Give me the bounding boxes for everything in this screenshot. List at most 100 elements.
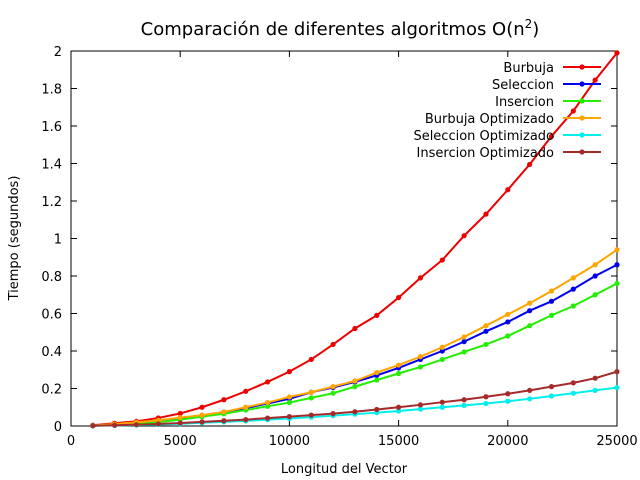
chart-title: Comparación de diferentes algoritmos O(n…	[141, 17, 540, 40]
data-point	[461, 233, 467, 239]
data-point	[221, 409, 227, 415]
y-tick-label: 1.2	[41, 195, 62, 210]
y-tick-label: 1	[54, 233, 62, 248]
data-point	[548, 133, 555, 139]
data-point	[243, 404, 249, 410]
data-point	[352, 378, 358, 384]
legend-item: Burbuja	[503, 61, 601, 76]
data-point	[374, 406, 380, 413]
data-point	[505, 398, 511, 404]
series-line	[92, 248, 618, 427]
data-point	[155, 417, 161, 423]
data-point	[396, 404, 402, 410]
series-line	[92, 282, 618, 427]
x-axis: 0 5000 10000 15000 20000 25000	[67, 51, 638, 449]
data-point	[352, 325, 358, 332]
data-point	[177, 420, 183, 426]
data-point	[199, 419, 205, 425]
y-tick-label: 2	[54, 45, 62, 60]
data-point	[308, 356, 314, 363]
data-point	[439, 348, 445, 354]
data-point	[264, 415, 271, 421]
legend-item: Insercion Optimizado	[417, 146, 601, 161]
data-point	[483, 211, 489, 217]
data-point	[592, 375, 598, 381]
data-point	[286, 369, 292, 375]
series-burbuja	[90, 50, 620, 428]
data-point	[417, 354, 424, 360]
data-point	[483, 328, 489, 334]
y-axis: 0 0.2 0.4 0.6 0.8 1 1.2 1.4 1.6 1.8 2	[41, 45, 617, 435]
legend-label: Seleccion	[492, 78, 554, 93]
data-point	[548, 384, 555, 390]
data-point	[592, 273, 598, 279]
legend-label: Insercion	[495, 95, 554, 110]
data-point	[592, 292, 598, 298]
x-tick-label: 5000	[164, 434, 197, 449]
series-line	[92, 263, 618, 427]
data-point	[527, 300, 533, 306]
data-point	[527, 387, 533, 393]
data-point	[439, 404, 445, 410]
y-tick-label: 1.4	[41, 158, 62, 173]
data-point	[439, 356, 445, 363]
data-point	[308, 395, 314, 401]
data-point	[264, 379, 271, 385]
data-point	[527, 396, 533, 402]
data-point	[286, 394, 292, 400]
data-point	[308, 412, 314, 418]
data-point	[614, 384, 620, 391]
legend-item: Seleccion	[492, 78, 601, 93]
data-point	[352, 384, 358, 390]
data-point	[396, 294, 402, 301]
data-point	[614, 280, 620, 287]
data-point	[155, 421, 161, 427]
legend-label: Seleccion Optimizado	[413, 129, 554, 144]
y-tick-label: 0.8	[41, 270, 62, 285]
data-point	[614, 247, 620, 253]
data-point	[330, 341, 336, 348]
data-point	[614, 262, 620, 268]
data-point	[330, 384, 336, 390]
data-point	[243, 388, 249, 394]
data-point	[548, 298, 555, 304]
chart-title-superscript: 2	[525, 17, 533, 31]
y-tick-label: 0	[54, 420, 62, 435]
data-point	[527, 308, 533, 314]
data-point	[461, 397, 467, 403]
data-point	[461, 334, 467, 340]
data-point	[592, 77, 598, 83]
data-point	[570, 303, 576, 309]
x-tick-label: 25000	[596, 434, 637, 449]
data-point	[417, 364, 424, 370]
data-point	[570, 390, 576, 396]
series-layer	[90, 50, 620, 429]
data-point	[570, 380, 576, 386]
data-point	[90, 423, 96, 429]
data-point	[264, 399, 271, 406]
legend-swatch-point	[579, 149, 585, 155]
x-tick-label: 15000	[378, 434, 419, 449]
x-tick-label: 20000	[487, 434, 528, 449]
data-point	[396, 370, 402, 377]
data-point	[177, 414, 183, 421]
data-point	[330, 411, 336, 417]
data-point	[505, 187, 511, 193]
data-point	[483, 400, 489, 407]
data-point	[505, 333, 511, 339]
data-point	[548, 312, 555, 318]
legend-swatch-point	[579, 81, 585, 87]
data-point	[396, 362, 402, 368]
data-point	[483, 323, 489, 329]
data-point	[264, 403, 271, 409]
legend-item: Insercion	[495, 95, 601, 110]
data-point	[614, 50, 620, 56]
data-point	[505, 311, 511, 318]
data-point	[221, 397, 227, 403]
x-tick-label: 10000	[269, 434, 310, 449]
series-insercion-optimizado	[90, 369, 620, 429]
data-point	[243, 417, 249, 423]
y-tick-label: 1.6	[41, 120, 62, 135]
data-point	[439, 399, 445, 405]
